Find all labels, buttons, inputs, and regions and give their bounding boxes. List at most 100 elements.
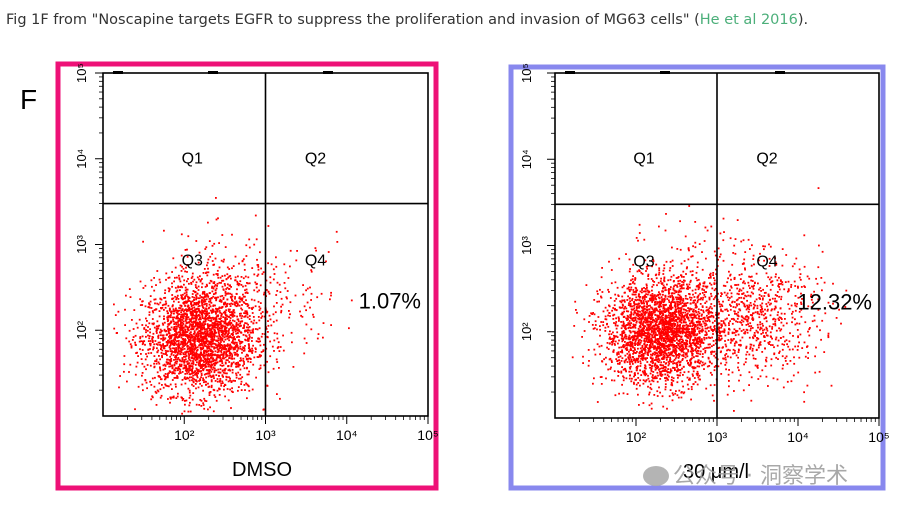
event-point (675, 328, 678, 330)
event-point (191, 362, 193, 365)
event-point (195, 354, 198, 356)
event-point (608, 312, 611, 314)
event-point (207, 354, 210, 357)
event-point (181, 334, 184, 337)
event-point (213, 321, 216, 324)
event-point (230, 297, 233, 299)
event-point (196, 370, 199, 373)
event-point (211, 343, 214, 345)
event-point (193, 331, 196, 334)
event-point (183, 347, 186, 350)
citation-link[interactable]: He et al 2016 (699, 12, 798, 28)
event-point (213, 293, 215, 295)
event-point (635, 383, 638, 386)
event-point (207, 362, 210, 364)
event-point (643, 320, 645, 323)
event-point (134, 341, 136, 344)
event-point (661, 336, 663, 339)
event-point (218, 333, 221, 336)
event-point (164, 373, 167, 375)
event-point (181, 316, 184, 319)
event-point (208, 392, 211, 394)
event-point (265, 279, 268, 282)
event-point (652, 346, 655, 349)
event-point (615, 297, 618, 300)
event-point (229, 388, 231, 391)
event-point (666, 321, 668, 323)
event-point (183, 279, 186, 282)
event-point (186, 321, 189, 324)
event-point (159, 281, 162, 284)
event-point (202, 312, 205, 314)
event-point (650, 360, 652, 363)
event-point (174, 328, 177, 330)
event-point (209, 365, 212, 368)
event-point (206, 293, 208, 295)
event-point (693, 334, 696, 337)
event-point (178, 363, 181, 366)
event-point (243, 384, 246, 386)
event-point (229, 292, 232, 295)
event-point (213, 377, 215, 380)
event-point (162, 364, 165, 367)
event-point (631, 319, 634, 321)
event-point (612, 314, 614, 317)
event-point (267, 291, 270, 293)
event-point (131, 319, 133, 321)
event-point (642, 330, 644, 333)
event-point (221, 382, 224, 384)
event-point (269, 355, 272, 358)
event-point (184, 376, 186, 379)
event-point (685, 345, 688, 348)
event-point (196, 323, 199, 326)
event-point (203, 344, 206, 346)
event-point (649, 347, 651, 349)
event-point (699, 318, 701, 320)
event-point (596, 343, 599, 346)
event-point (667, 328, 670, 331)
event-point (225, 351, 228, 354)
event-point (258, 368, 261, 370)
event-point (170, 339, 173, 342)
event-point (634, 324, 637, 327)
event-point (662, 353, 665, 356)
event-point (642, 371, 645, 374)
event-point (613, 370, 616, 373)
event-point (155, 308, 158, 311)
event-point (178, 335, 181, 338)
event-point (177, 352, 179, 355)
event-point (231, 299, 233, 301)
event-point (143, 340, 146, 342)
event-point (675, 296, 677, 299)
event-point (698, 327, 701, 330)
event-point (248, 307, 251, 309)
event-point (275, 265, 278, 268)
event-point (243, 263, 246, 266)
event-point (240, 317, 243, 320)
event-point (231, 369, 234, 371)
event-point (694, 330, 696, 333)
event-point (210, 376, 213, 379)
event-point (199, 370, 202, 373)
event-point (681, 302, 684, 304)
event-point (260, 267, 262, 270)
event-point (228, 361, 231, 363)
event-point (672, 274, 675, 277)
event-point (662, 343, 665, 346)
event-point (279, 397, 281, 400)
event-point (671, 392, 674, 395)
event-point (213, 310, 215, 313)
event-point (234, 341, 236, 344)
event-point (232, 339, 234, 342)
event-point (209, 279, 212, 282)
event-point (690, 342, 692, 345)
event-point (728, 297, 731, 299)
event-point (676, 321, 679, 324)
event-point (227, 308, 230, 311)
event-point (206, 357, 209, 359)
event-point (207, 319, 210, 322)
event-point (701, 298, 704, 301)
event-point (172, 310, 175, 312)
event-point (713, 366, 716, 368)
event-point (216, 308, 218, 310)
